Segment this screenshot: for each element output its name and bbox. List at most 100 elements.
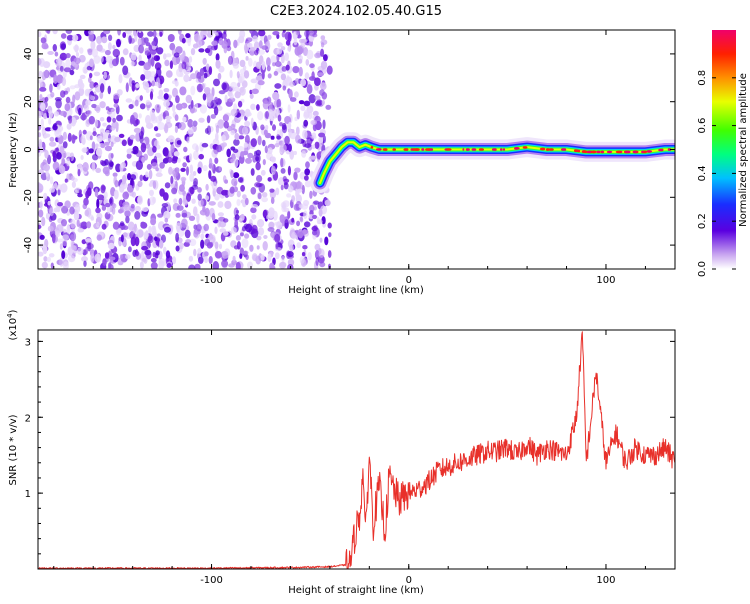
noise-dot (76, 219, 80, 227)
noise-dot (119, 254, 123, 260)
noise-dot (81, 147, 88, 153)
noise-dot (101, 205, 107, 211)
noise-dot (296, 242, 302, 249)
noise-dot (250, 207, 257, 214)
ridge-peak (615, 150, 622, 154)
noise-dot (140, 222, 148, 229)
noise-dot (208, 201, 216, 206)
noise-dot (172, 87, 178, 98)
noise-dot (257, 73, 264, 82)
noise-dot (100, 83, 105, 93)
noise-dot (280, 184, 284, 191)
noise-dot (208, 170, 212, 180)
y-tick-label: 1 (25, 489, 31, 500)
noise-dot (40, 37, 47, 44)
noise-dot (127, 173, 132, 181)
noise-dot (101, 36, 108, 44)
noise-dot (103, 30, 111, 35)
noise-dot (208, 233, 214, 240)
noise-dot (106, 205, 111, 215)
noise-dot (69, 69, 75, 76)
noise-dot (57, 202, 63, 207)
noise-dot (145, 142, 151, 149)
noise-dot (191, 198, 196, 204)
noise-dot (176, 140, 182, 145)
noise-dot (276, 47, 283, 55)
noise-dot (312, 123, 317, 132)
noise-dot (266, 65, 271, 72)
noise-dot (198, 117, 205, 123)
snr-plot: -100 0 100 1 2 3 Height of straight line (km… (6, 309, 676, 596)
noise-dot (168, 150, 173, 159)
noise-dot (191, 120, 198, 127)
noise-dot (72, 63, 78, 68)
ridge-peak (500, 148, 503, 151)
noise-dot (99, 91, 104, 99)
noise-dot (47, 200, 51, 206)
noise-dot (223, 218, 229, 223)
noise-dot (269, 188, 275, 193)
bottom-x-ticks: -100 0 100 (53, 330, 646, 586)
noise-dot (251, 204, 259, 209)
noise-dot (274, 83, 282, 89)
noise-dot (43, 192, 48, 200)
noise-dot (300, 78, 307, 87)
noise-dot (303, 109, 310, 118)
frequency-ridge (310, 132, 675, 193)
noise-dot (274, 233, 281, 243)
x-tick-label: 100 (596, 575, 615, 586)
noise-dot (200, 233, 205, 240)
noise-dot (280, 157, 284, 168)
noise-dot (100, 55, 104, 63)
noise-dot (327, 222, 332, 229)
noise-dot (304, 168, 311, 176)
noise-dot (106, 137, 111, 143)
noise-dot (89, 72, 93, 79)
noise-dot (55, 58, 61, 64)
noise-dot (188, 56, 193, 63)
noise-dot (172, 256, 177, 265)
noise-dot (131, 150, 139, 155)
noise-dot (91, 161, 96, 172)
noise-dot (131, 191, 136, 198)
noise-dot (296, 220, 301, 227)
noise-dot (88, 77, 92, 83)
top-y-axis-label: Frequency (Hz) (8, 112, 19, 188)
noise-dot (255, 61, 262, 69)
noise-dot (230, 170, 234, 179)
noise-dot (250, 78, 258, 84)
ridge-peak (375, 148, 382, 151)
noise-dot (43, 133, 51, 138)
noise-dot (320, 35, 326, 41)
noise-dot (94, 188, 99, 198)
noise-dot (126, 148, 134, 155)
noise-dot (176, 205, 184, 211)
noise-dot (257, 80, 265, 86)
noise-dot (193, 224, 198, 230)
noise-dot (314, 95, 321, 101)
noise-dot (39, 94, 43, 101)
noise-dot (300, 105, 306, 112)
noise-dot (314, 52, 322, 59)
noise-dot (181, 212, 188, 218)
noise-dot (163, 88, 170, 93)
chart-title: C2E3.2024.102.05.40.G15 (270, 4, 442, 19)
ridge-peak (370, 146, 374, 149)
noise-dot (178, 184, 185, 192)
noise-dot (54, 111, 60, 117)
noise-dot (59, 243, 63, 250)
noise-dot (83, 69, 88, 74)
noise-dot (327, 250, 332, 258)
noise-dot (309, 63, 315, 69)
noise-dot (247, 261, 253, 269)
noise-dot (212, 261, 220, 269)
noise-dot (319, 261, 326, 268)
noise-dot (139, 174, 144, 181)
noise-dot (95, 207, 101, 214)
noise-dot (101, 223, 107, 230)
colorbar: 0.0 0.2 0.4 0.6 0.8 Normalized spectral ampl… (697, 30, 749, 277)
noise-dot (204, 195, 210, 201)
noise-dot (257, 111, 264, 121)
noise-dot (76, 247, 84, 255)
noise-dot (81, 112, 86, 121)
